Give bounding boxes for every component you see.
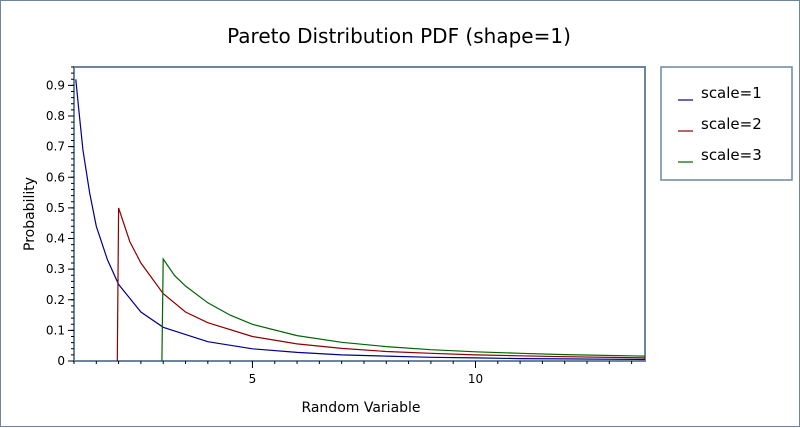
series-line-2 bbox=[116, 207, 646, 362]
series-line-3 bbox=[161, 257, 646, 362]
y-tick-label: 0.9 bbox=[46, 78, 65, 92]
legend-label-3: scale=3 bbox=[701, 146, 762, 164]
x-axis-label: Random Variable bbox=[301, 400, 420, 416]
x-tick-label: 10 bbox=[468, 372, 483, 386]
chart-title: Pareto Distribution PDF (shape=1) bbox=[227, 24, 571, 48]
y-tick-label: 0.3 bbox=[46, 262, 65, 276]
axis-ticks: 0 0.1 0.2 0.3 0.4 0.5 0.6 0.7 0.8 0.9 5 10 bbox=[46, 66, 633, 386]
series-lines bbox=[75, 79, 646, 362]
x-tick-label: 5 bbox=[249, 372, 257, 386]
y-tick-label: 0.1 bbox=[46, 323, 65, 337]
series-line-1 bbox=[75, 79, 646, 361]
legend-box bbox=[660, 66, 793, 181]
y-tick-label: 0.7 bbox=[46, 140, 65, 154]
y-tick-label: 0.2 bbox=[46, 293, 65, 307]
y-tick-label: 0.4 bbox=[46, 232, 65, 246]
y-axis-label: Probability bbox=[22, 177, 38, 251]
legend-label-1: scale=1 bbox=[701, 84, 762, 102]
y-tick-label: 0.5 bbox=[46, 201, 65, 215]
y-tick-label: 0.8 bbox=[46, 109, 65, 123]
plot-area bbox=[73, 66, 646, 362]
y-tick-label: 0 bbox=[57, 354, 65, 368]
legend: scale=1 scale=2 scale=3 bbox=[678, 84, 762, 164]
y-tick-label: 0.6 bbox=[46, 170, 65, 184]
legend-label-2: scale=2 bbox=[701, 115, 762, 133]
